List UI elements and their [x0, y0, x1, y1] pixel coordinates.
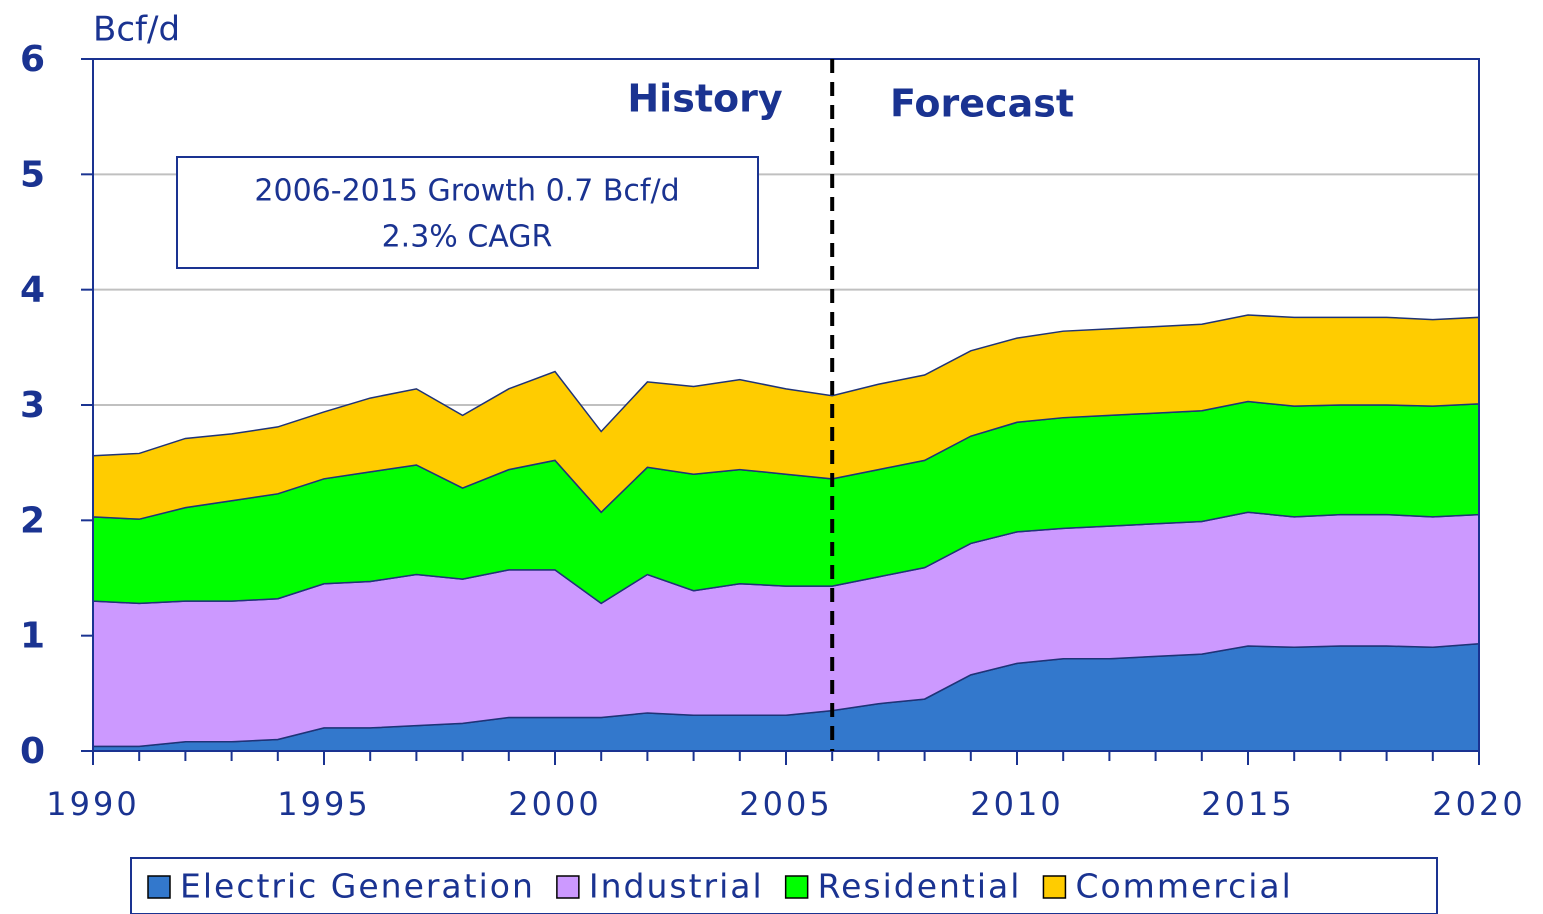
y-axis-label: Bcf/d: [93, 10, 180, 50]
y-tick-label: 2: [20, 500, 45, 541]
y-tick-label: 0: [20, 731, 45, 772]
annotation-text: 2006-2015 Growth 0.7 Bcf/d: [254, 174, 679, 209]
forecast-label: Forecast: [890, 82, 1074, 126]
annotation-box: [176, 156, 759, 269]
legend-frame: [130, 857, 1438, 914]
y-tick-label: 1: [20, 616, 45, 657]
x-tick-label: 2020: [1432, 785, 1525, 823]
legend-swatch: [1042, 875, 1067, 899]
x-tick-label: 2015: [1201, 785, 1294, 823]
y-tick-label: 4: [20, 270, 45, 311]
x-tick-label: 2000: [508, 785, 601, 823]
y-tick-label: 6: [20, 39, 45, 80]
x-tick-label: 1995: [277, 785, 370, 823]
legend-label: Electric Generation: [180, 867, 535, 906]
legend: Electric Generation Industrial Residential…: [147, 867, 1292, 906]
x-tick-label: 2010: [970, 785, 1063, 823]
x-tick-label: 1990: [46, 785, 139, 823]
legend-swatch: [147, 875, 171, 899]
y-tick-label: 3: [20, 385, 45, 426]
y-tick-label: 5: [20, 154, 45, 195]
legend-swatch: [556, 875, 580, 899]
legend-swatch: [784, 875, 809, 899]
x-tick-label: 2005: [739, 785, 832, 823]
annotation-text: 2.3% CAGR: [382, 220, 553, 255]
legend-label: Commercial: [1075, 867, 1292, 906]
legend-label: Industrial: [589, 867, 764, 906]
legend-label: Residential: [818, 867, 1022, 906]
history-label: History: [627, 77, 782, 121]
